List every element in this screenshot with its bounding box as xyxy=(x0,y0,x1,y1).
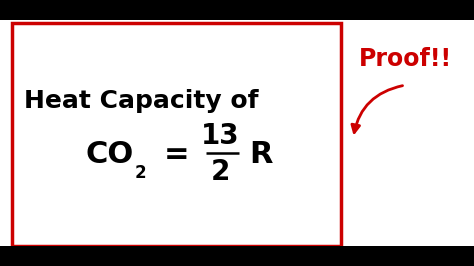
Text: CO: CO xyxy=(85,140,134,169)
Bar xyxy=(0,0,474,20)
Text: Heat Capacity of: Heat Capacity of xyxy=(24,89,258,113)
Bar xyxy=(12,23,341,246)
Text: 2: 2 xyxy=(211,157,230,186)
Text: =: = xyxy=(164,140,189,169)
Bar xyxy=(0,246,474,266)
Text: 2: 2 xyxy=(135,164,147,182)
Text: Proof!!: Proof!! xyxy=(359,47,452,70)
Text: R: R xyxy=(249,140,273,169)
Text: 13: 13 xyxy=(201,122,240,150)
